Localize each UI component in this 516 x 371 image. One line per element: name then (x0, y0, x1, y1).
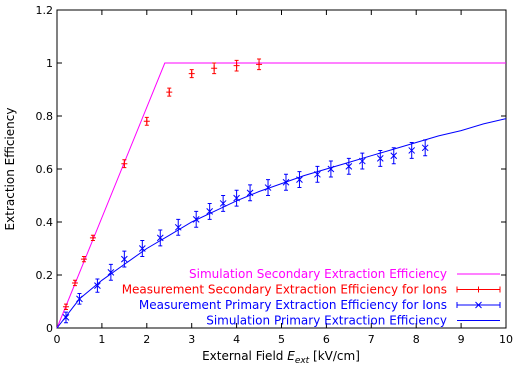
data-point (188, 70, 195, 77)
x-tick-label: 1 (98, 333, 105, 346)
legend-item: Simulation Primary Extraction Efficiency (206, 314, 500, 328)
x-tick-label: 9 (458, 333, 465, 346)
x-axis-label-prefix: External Field (202, 349, 287, 363)
x-tick-label: 3 (188, 333, 195, 346)
data-point (120, 255, 128, 263)
data-point (166, 89, 173, 96)
x-tick-label: 4 (233, 333, 240, 346)
data-point (233, 62, 240, 69)
data-point (89, 234, 96, 241)
series-2 (62, 58, 263, 310)
legend-item: Measurement Primary Extraction Efficienc… (139, 298, 501, 312)
data-point (211, 65, 218, 72)
y-tick-label: 0.4 (36, 216, 54, 229)
x-axis-label-variable: E (287, 349, 295, 363)
data-point (143, 118, 150, 125)
y-tick-label: 1 (46, 57, 53, 70)
data-point (80, 256, 87, 263)
data-point (390, 152, 398, 160)
data-point (256, 61, 263, 68)
y-tick-label: 1.2 (36, 4, 54, 17)
y-axis-label: Extraction Efficiency (3, 108, 17, 231)
data-point (71, 279, 78, 286)
data-point (206, 208, 214, 215)
x-tick-label: 8 (413, 333, 420, 346)
legend-label: Measurement Secondary Extraction Efficie… (122, 283, 447, 297)
data-point (62, 303, 69, 310)
y-tick-label: 0.6 (36, 163, 54, 176)
y-tick-label: 0.8 (36, 110, 54, 123)
axis-ticks: 0 1 2 3 4 5 6 7 8 9 10 0 0.2 0.4 0.6 0.8 1 1.2 (36, 4, 514, 346)
data-point (94, 282, 101, 289)
legend-marker (475, 286, 482, 293)
legend-label: Simulation Secondary Extraction Efficien… (189, 267, 447, 281)
x-axis-label-suffix: [kV/cm] (309, 349, 360, 363)
data-point (345, 162, 353, 170)
data-point (376, 155, 384, 162)
data-point (421, 144, 429, 152)
legend-label: Simulation Primary Extraction Efficiency (206, 314, 447, 328)
legend-label: Measurement Primary Extraction Efficienc… (139, 298, 447, 312)
legend-marker (475, 301, 482, 309)
y-tick-label: 0 (46, 322, 53, 335)
x-tick-label: 10 (499, 333, 513, 346)
data-point (219, 200, 227, 207)
legend-item: Measurement Secondary Extraction Efficie… (122, 283, 501, 297)
series-layer (56, 58, 507, 329)
x-axis-label-subscript: ext (295, 356, 310, 366)
series-4 (56, 118, 507, 329)
data-point (408, 147, 416, 154)
legend-item: Simulation Secondary Extraction Efficien… (189, 267, 500, 281)
x-tick-label: 2 (143, 333, 150, 346)
x-axis-label: External Field Eext [kV/cm] (202, 349, 360, 366)
data-point (121, 160, 128, 167)
x-tick-label: 0 (54, 333, 61, 346)
x-tick-label: 5 (278, 333, 285, 346)
data-point (107, 268, 115, 276)
y-tick-label: 0.2 (36, 269, 54, 282)
x-tick-label: 6 (323, 333, 330, 346)
series-line (56, 118, 507, 329)
legend: Simulation Secondary Extraction Efficien… (122, 267, 501, 328)
x-tick-label: 7 (368, 333, 375, 346)
